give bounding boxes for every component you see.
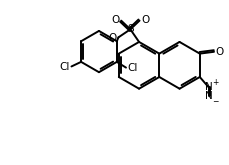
Text: N: N [204, 91, 211, 101]
Text: O: O [215, 47, 223, 57]
Text: O: O [141, 15, 149, 25]
Text: O: O [108, 33, 116, 43]
Text: N: N [204, 82, 211, 92]
Text: S: S [126, 24, 133, 34]
Text: +: + [211, 79, 217, 87]
Text: Cl: Cl [127, 63, 137, 73]
Text: −: − [211, 97, 217, 106]
Text: O: O [111, 15, 119, 25]
Text: Cl: Cl [60, 62, 70, 72]
